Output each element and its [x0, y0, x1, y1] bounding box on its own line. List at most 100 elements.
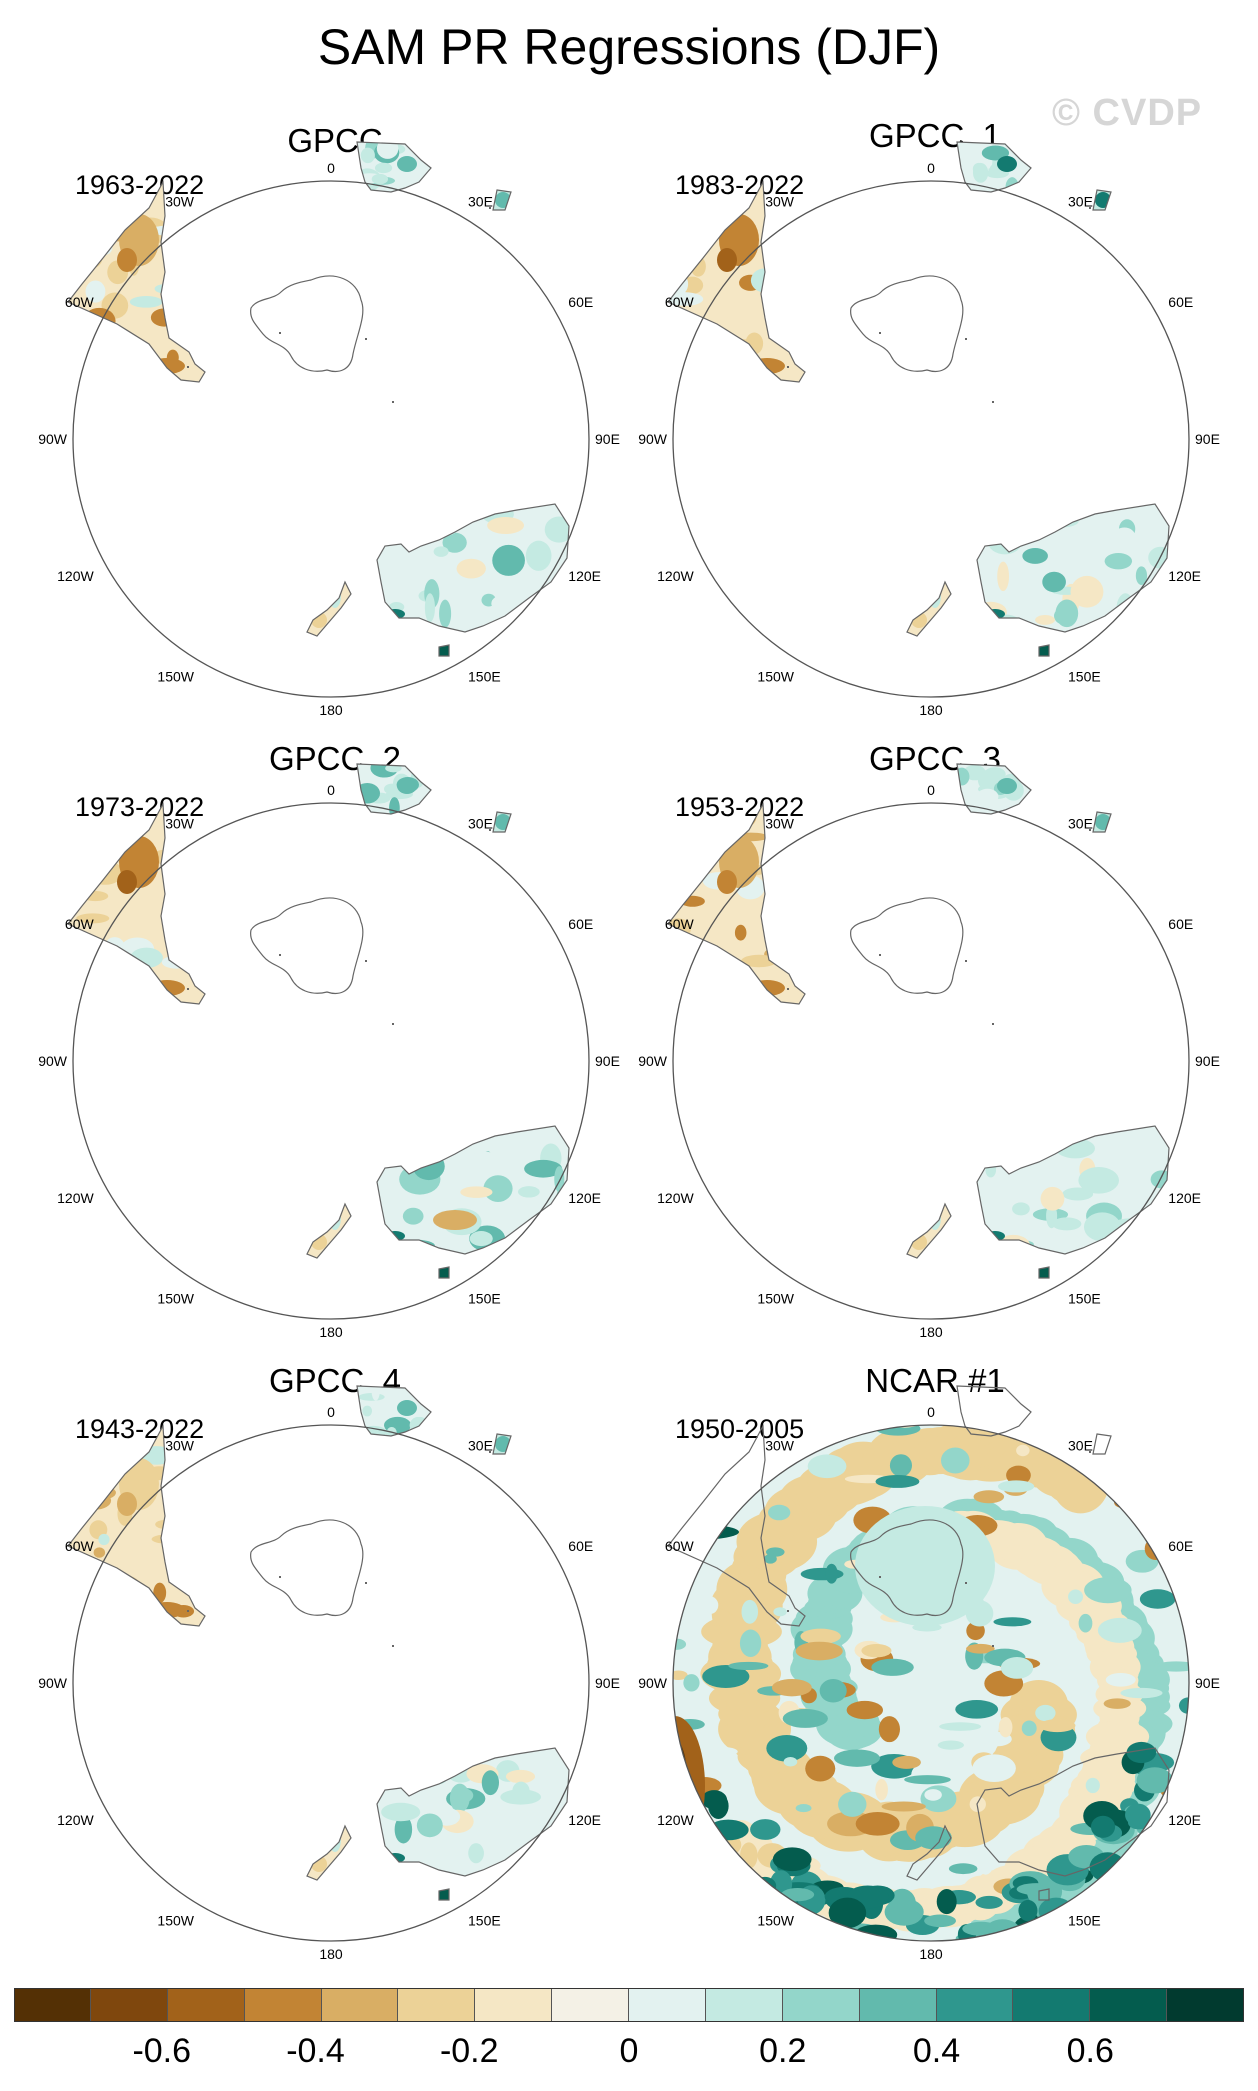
coastline-madagascar: [1092, 189, 1112, 211]
lon-label: 150E: [1068, 1290, 1101, 1306]
panel-years: 1953-2022: [675, 792, 805, 822]
lon-label: 60W: [65, 294, 95, 310]
lon-label: 120E: [568, 1190, 601, 1206]
lon-label: 120W: [657, 568, 694, 584]
lon-label: 150W: [757, 1290, 794, 1306]
coastline-nz: [906, 1824, 952, 1881]
lon-label: 60E: [1168, 294, 1193, 310]
panel-years: 1983-2022: [675, 170, 805, 200]
lon-label: 150E: [1068, 668, 1101, 684]
colorbar-swatch: [1090, 1988, 1168, 2022]
coastline-tasmania: [1038, 644, 1050, 657]
colorbar-tick-label: 0.6: [1066, 2032, 1114, 2070]
coastline-africa: [956, 763, 1032, 815]
coastline-samerica: [667, 801, 806, 1005]
map-border: [72, 180, 590, 698]
lon-label: 150E: [468, 1912, 501, 1928]
polar-map: 0 30E 60E 90E 120E 150E 180 150W 120W 90W 60W 30W: [38, 141, 620, 718]
lon-label: 150W: [157, 668, 194, 684]
lon-label: 150W: [757, 1912, 794, 1928]
lon-label: 90W: [38, 1053, 68, 1069]
lon-label: 30W: [765, 1438, 795, 1454]
lon-label: 120W: [657, 1190, 694, 1206]
colorbar-tick-label: 0: [619, 2032, 639, 2070]
watermark: © CVDP: [1052, 92, 1203, 134]
lon-label: 30W: [165, 816, 195, 832]
coastline-madagascar: [1092, 1433, 1112, 1455]
lon-label: 180: [919, 1946, 943, 1962]
colorbar-swatch: [475, 1988, 553, 2022]
lon-label: 60W: [65, 916, 95, 932]
map-panel: GPCC 1963-2022 0 30E 60E 90E 120E 150E 180 150W…: [35, 112, 635, 718]
polar-map: 0 30E 60E 90E 120E 150E 180 150W 120W 90W 60W 30W: [638, 141, 1220, 718]
coastline-nz: [306, 580, 352, 637]
lon-label: 60E: [568, 294, 593, 310]
coastline-antarctica: [250, 275, 364, 373]
lon-label: 0: [927, 782, 935, 798]
lon-label: 180: [319, 702, 343, 718]
coastline-australia: [376, 503, 570, 633]
coastline-madagascar: [1092, 811, 1112, 833]
lon-label: 120E: [568, 568, 601, 584]
lon-label: 120W: [657, 1812, 694, 1828]
coastline-antarctica: [850, 1519, 964, 1617]
lon-label: 120W: [57, 1812, 94, 1828]
coastline-nz: [306, 1824, 352, 1881]
coastline-australia: [976, 503, 1170, 633]
map-border: [72, 1424, 590, 1942]
colorbar-swatch: [936, 1988, 1014, 2022]
lon-label: 60E: [568, 1538, 593, 1554]
colorbar-swatch: [1013, 1988, 1091, 2022]
colorbar-tick-label: -0.4: [286, 2032, 345, 2070]
lon-label: 60E: [1168, 1538, 1193, 1554]
lon-label: 0: [927, 1404, 935, 1420]
lon-label: 90W: [638, 1675, 668, 1691]
coastline-tasmania: [438, 1888, 450, 1901]
lon-label: 90W: [38, 431, 68, 447]
polar-map: 0 30E 60E 90E 120E 150E 180 150W 120W 90W 60W 30W: [638, 1385, 1220, 1962]
colorbar-frame: [14, 1988, 1244, 2022]
coastline-antarctica: [850, 897, 964, 995]
lon-label: 120E: [1168, 1190, 1201, 1206]
colorbar-swatch: [244, 1988, 322, 2022]
coastline-nz: [306, 1202, 352, 1259]
polar-map: 0 30E 60E 90E 120E 150E 180 150W 120W 90W 60W 30W: [38, 1385, 620, 1962]
coastline-samerica: [67, 801, 206, 1005]
lon-label: 150W: [757, 668, 794, 684]
coastline-nz: [906, 1202, 952, 1259]
lon-label: 180: [919, 1324, 943, 1340]
polar-map: 0 30E 60E 90E 120E 150E 180 150W 120W 90W 60W 30W: [38, 763, 620, 1340]
lon-label: 60W: [665, 1538, 695, 1554]
colorbar-swatch: [629, 1988, 706, 2022]
map-border: [72, 802, 590, 1320]
colorbar-swatch: [552, 1988, 629, 2022]
coastline-madagascar: [492, 811, 512, 833]
lon-label: 90E: [595, 1053, 620, 1069]
lon-label: 90W: [38, 1675, 68, 1691]
colorbar-swatch: [90, 1988, 168, 2022]
coastline-madagascar: [492, 189, 512, 211]
coastline-madagascar: [492, 1433, 512, 1455]
lon-label: 180: [919, 702, 943, 718]
coastline-samerica: [67, 1423, 206, 1627]
polar-map: 0 30E 60E 90E 120E 150E 180 150W 120W 90W 60W 30W: [638, 763, 1220, 1340]
coastline-antarctica: [250, 897, 364, 995]
map-panel: GPCC_3 1953-2022 0 30E 60E 90E 120E 150E 180 15…: [635, 734, 1235, 1340]
colorbar-swatch: [782, 1988, 860, 2022]
lon-label: 120E: [568, 1812, 601, 1828]
lon-label: 0: [327, 782, 335, 798]
colorbar-swatch: [859, 1988, 937, 2022]
lon-label: 60E: [568, 916, 593, 932]
panel-years: 1950-2005: [675, 1414, 805, 1444]
colorbar-swatch: [398, 1988, 476, 2022]
lon-label: 150E: [1068, 1912, 1101, 1928]
coastline-tasmania: [438, 644, 450, 657]
panel-years: 1943-2022: [75, 1414, 205, 1444]
coastline-antarctica: [250, 1519, 364, 1617]
lon-label: 30E: [1068, 816, 1093, 832]
map-panel: GPCC_1 1983-2022 0 30E 60E 90E 120E 150E 180 15…: [635, 112, 1235, 718]
coastline-nz: [906, 580, 952, 637]
lon-label: 90W: [638, 431, 668, 447]
colorbar-swatch: [167, 1988, 245, 2022]
lon-label: 120E: [1168, 568, 1201, 584]
